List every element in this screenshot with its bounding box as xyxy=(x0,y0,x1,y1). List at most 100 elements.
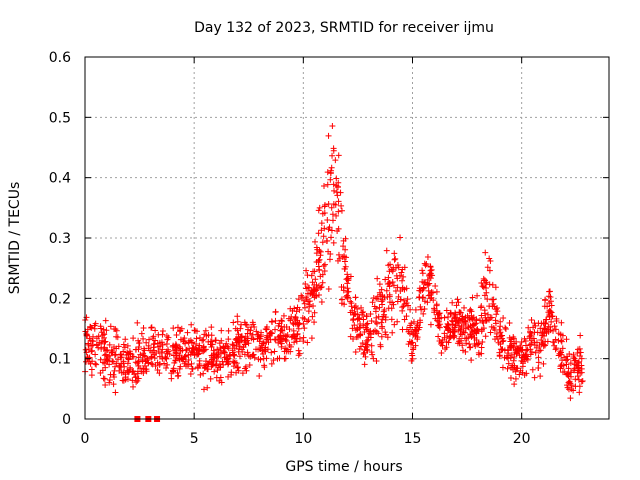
data-point xyxy=(333,189,340,196)
data-point xyxy=(325,286,332,293)
data-point xyxy=(428,266,435,273)
data-point xyxy=(376,304,383,311)
data-point xyxy=(516,352,523,359)
data-point xyxy=(200,348,207,355)
data-point xyxy=(300,320,307,327)
data-point xyxy=(294,321,301,328)
data-point xyxy=(467,322,474,329)
data-point xyxy=(156,370,163,377)
data-point xyxy=(533,339,540,346)
data-point xyxy=(88,348,95,355)
data-point xyxy=(420,279,427,286)
x-tick-label: 15 xyxy=(404,431,422,447)
data-point xyxy=(333,175,340,182)
data-point xyxy=(373,357,380,364)
data-point xyxy=(441,314,448,321)
data-point xyxy=(504,365,511,372)
data-point xyxy=(202,327,209,334)
data-point xyxy=(328,164,335,171)
data-point xyxy=(572,376,579,383)
data-point xyxy=(328,227,335,234)
y-tick-label: 0.6 xyxy=(49,50,71,66)
data-point xyxy=(304,339,311,346)
data-point xyxy=(304,272,311,279)
data-point xyxy=(92,351,99,358)
data-point xyxy=(438,350,445,357)
data-point xyxy=(383,247,390,254)
data-point xyxy=(181,335,188,342)
data-point xyxy=(291,339,298,346)
data-point xyxy=(318,299,325,306)
data-point xyxy=(319,239,326,246)
data-point xyxy=(391,256,398,263)
y-tick-label: 0 xyxy=(62,412,71,428)
data-point xyxy=(566,350,573,357)
data-point xyxy=(238,333,245,340)
data-point xyxy=(514,346,521,353)
data-point xyxy=(551,323,558,330)
data-point xyxy=(207,375,214,382)
data-point xyxy=(101,375,108,382)
data-point xyxy=(257,346,264,353)
data-point xyxy=(528,317,535,324)
data-point xyxy=(89,347,96,354)
data-point xyxy=(120,348,127,355)
data-point xyxy=(352,294,359,301)
data-point xyxy=(283,324,290,331)
data-point xyxy=(399,277,406,284)
data-point xyxy=(333,212,340,219)
data-point xyxy=(283,346,290,353)
data-point xyxy=(567,360,574,367)
data-point xyxy=(324,169,331,176)
data-point xyxy=(120,360,127,367)
chart-title: Day 132 of 2023, SRMTID for receiver ijm… xyxy=(194,20,494,36)
data-point xyxy=(159,328,166,335)
data-point xyxy=(362,353,369,360)
data-point xyxy=(443,338,450,345)
data-point xyxy=(382,329,389,336)
data-point xyxy=(394,275,401,282)
data-point xyxy=(403,326,410,333)
data-point xyxy=(117,354,124,361)
data-point xyxy=(197,371,204,378)
data-point xyxy=(196,357,203,364)
data-point xyxy=(356,315,363,322)
data-point xyxy=(177,348,184,355)
data-point xyxy=(98,329,105,336)
data-point xyxy=(330,239,337,246)
data-point xyxy=(338,300,345,307)
data-point xyxy=(395,264,402,271)
data-point xyxy=(330,201,337,208)
data-point xyxy=(92,320,99,327)
data-point xyxy=(144,355,151,362)
data-point xyxy=(103,327,110,334)
data-point xyxy=(308,272,315,279)
data-point xyxy=(342,263,349,270)
data-point xyxy=(539,332,546,339)
data-point xyxy=(395,293,402,300)
data-point xyxy=(508,342,515,349)
data-point xyxy=(268,349,275,356)
data-point xyxy=(426,273,433,280)
data-point xyxy=(97,370,104,377)
data-point xyxy=(556,350,563,357)
data-point xyxy=(386,283,393,290)
data-point xyxy=(335,208,342,215)
data-point xyxy=(558,338,565,345)
data-point xyxy=(528,330,535,337)
data-point xyxy=(249,352,256,359)
data-point xyxy=(148,324,155,331)
data-point xyxy=(344,275,351,282)
data-point xyxy=(314,285,321,292)
data-point xyxy=(387,261,394,268)
data-point xyxy=(152,327,159,334)
data-point xyxy=(494,304,501,311)
data-point xyxy=(543,316,550,323)
data-point xyxy=(427,321,434,328)
data-point xyxy=(161,360,168,367)
x-axis-label: GPS time / hours xyxy=(285,459,402,475)
data-point xyxy=(570,353,577,360)
data-point xyxy=(576,389,583,396)
data-point xyxy=(239,370,246,377)
data-point xyxy=(507,375,514,382)
